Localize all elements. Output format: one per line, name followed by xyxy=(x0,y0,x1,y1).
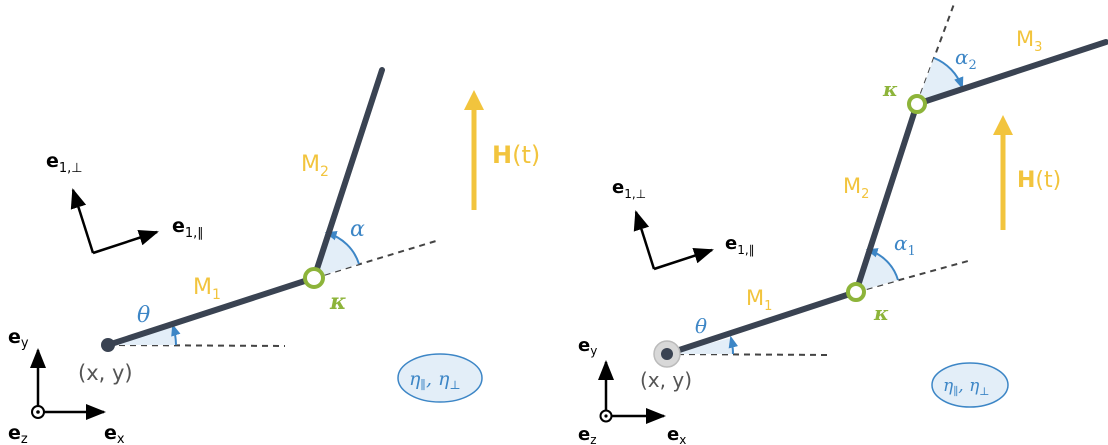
alpha-label: α xyxy=(350,217,365,242)
segment-m1 xyxy=(105,275,317,348)
alpha2-arc xyxy=(933,57,964,90)
m3-label: M3 xyxy=(1016,27,1042,55)
joint-kappa-2 xyxy=(907,94,927,114)
right-panel: ex ey ez e1,⊥ e1,∥ H(t) xyxy=(578,3,1108,445)
e1-par-arrow xyxy=(92,230,159,255)
right-body-frame: e1,⊥ e1,∥ xyxy=(612,177,755,271)
ex-label: ex xyxy=(667,424,686,445)
e1-perp-label: e1,⊥ xyxy=(612,177,646,201)
m2-label: M2 xyxy=(843,174,869,202)
e1-perp-arrow xyxy=(70,188,95,254)
ey-label: ey xyxy=(8,326,29,351)
e1-perp-label: e1,⊥ xyxy=(46,150,83,176)
left-lab-axes: ex ey ez xyxy=(8,326,125,445)
alpha1-label: α1 xyxy=(894,231,916,259)
alpha2-reference-line xyxy=(916,3,955,105)
ez-label: ez xyxy=(578,424,597,445)
position-label: (x, y) xyxy=(640,368,692,392)
ey-label: ey xyxy=(578,335,597,358)
theta-reference-line xyxy=(666,353,831,356)
joint-kappa xyxy=(303,267,325,289)
left-body-frame: e1,⊥ e1,∥ xyxy=(46,150,204,255)
theta-label: θ xyxy=(137,303,150,328)
left-field: H(t) xyxy=(464,90,540,210)
segment-m2 xyxy=(853,101,920,295)
m2-label: M2 xyxy=(301,152,329,180)
theta-arc xyxy=(728,335,738,355)
ez-axis-dot xyxy=(604,414,608,418)
theta-label: θ xyxy=(695,314,707,338)
segment-m3 xyxy=(914,39,1108,107)
alpha1-reference-line xyxy=(855,260,969,293)
segment-m2 xyxy=(311,67,385,281)
kappa-label: κ xyxy=(329,289,347,315)
viscosity-label: η∥, η⊥ xyxy=(943,376,990,398)
m1-label: M1 xyxy=(746,286,772,314)
kappa-label-1: κ xyxy=(873,301,889,325)
viscosity-label: η∥, η⊥ xyxy=(409,368,461,392)
e1-par-label: e1,∥ xyxy=(172,215,204,241)
ez-label: ez xyxy=(8,422,28,445)
joint-kappa-1 xyxy=(846,282,866,302)
e1-par-label: e1,∥ xyxy=(725,233,755,257)
position-label: (x, y) xyxy=(78,361,133,385)
field-label: H(t) xyxy=(1017,168,1061,193)
m1-label: M1 xyxy=(193,275,221,303)
right-field: H(t) xyxy=(993,115,1061,230)
e1-par-arrow xyxy=(653,248,714,271)
kappa-label-2: κ xyxy=(882,77,898,101)
field-label: H(t) xyxy=(492,141,540,169)
e1-perp-arrow xyxy=(633,210,656,270)
head-point xyxy=(661,348,673,360)
viscosity-bubble xyxy=(397,353,483,403)
alpha2-label: α2 xyxy=(955,45,977,73)
theta-reference-line xyxy=(107,344,286,347)
segment-m1 xyxy=(664,289,859,357)
left-panel: ex ey ez e1,⊥ e1,∥ H(t) xyxy=(8,67,540,445)
right-lab-axes: ex ey ez xyxy=(578,335,686,445)
viscosity-bubble xyxy=(931,362,1009,408)
head-point xyxy=(101,338,115,352)
ez-axis-dot xyxy=(36,410,40,414)
ex-label: ex xyxy=(104,422,125,445)
